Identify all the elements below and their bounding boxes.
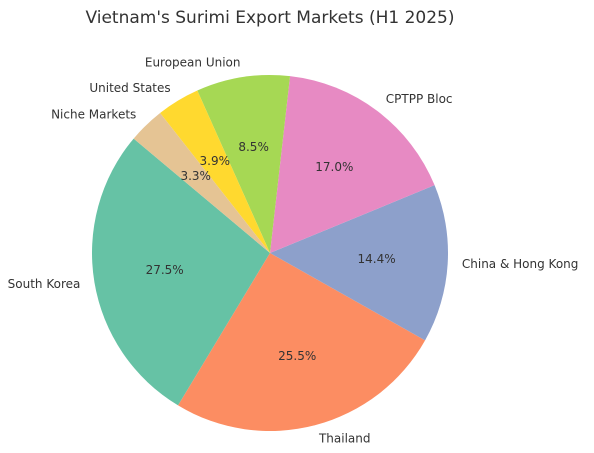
slice-label: Thailand [318, 431, 371, 445]
pie-slice [270, 76, 435, 253]
pie-slice [178, 253, 426, 431]
value-label: 8.5% [238, 140, 269, 154]
pie-slice [133, 112, 270, 253]
slice-label: China & Hong Kong [462, 257, 579, 271]
pie-slice [197, 75, 291, 254]
value-label: 14.4% [358, 252, 396, 266]
pie-slice [270, 185, 448, 341]
slice-label: Niche Markets [51, 107, 136, 121]
value-label: 3.9% [200, 154, 231, 168]
value-label: 3.3% [180, 169, 211, 183]
slice-label: CPTPP Bloc [386, 92, 453, 106]
pie-slice [160, 90, 270, 253]
slice-label: United States [89, 81, 170, 95]
pie-slice [91, 138, 270, 406]
slice-label: European Union [145, 56, 241, 70]
value-label: 25.5% [278, 349, 316, 363]
value-label: 17.0% [315, 160, 353, 174]
chart-title: Vietnam's Surimi Export Markets (H1 2025… [85, 8, 454, 28]
value-label: 27.5% [146, 263, 184, 277]
slice-label: South Korea [8, 277, 81, 291]
